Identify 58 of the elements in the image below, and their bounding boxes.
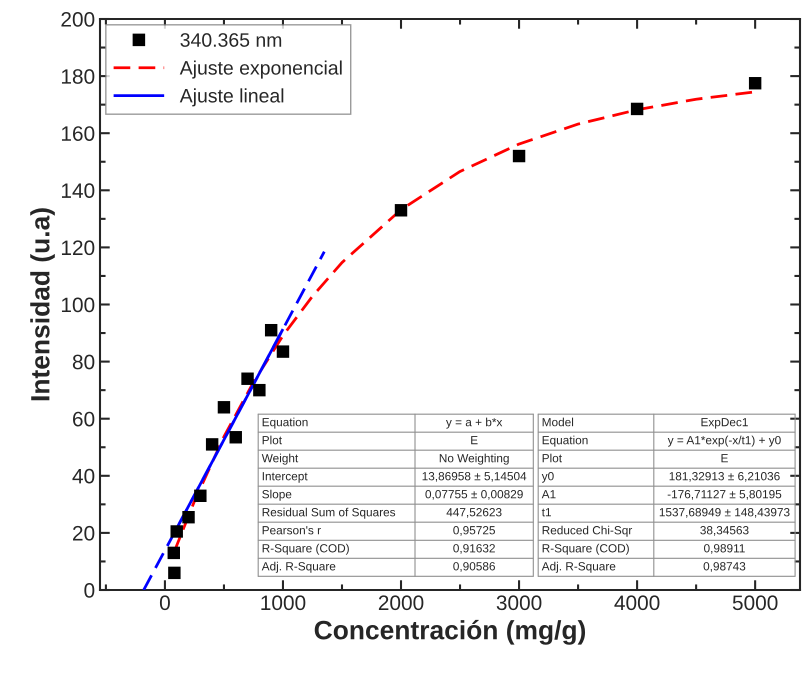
x-tick-label: 4000	[614, 595, 660, 610]
annotation: Plot	[542, 454, 562, 462]
annotation: 0,91632	[453, 544, 495, 554]
annotation: 0,07755 ± 0,00829	[425, 490, 523, 500]
annotation: Intercept	[262, 472, 308, 483]
annotation: Residual Sum of Squares	[262, 508, 396, 519]
annotation: 13,86958 ± 5,14504	[422, 472, 526, 482]
annotation: -176,71127 ± 5,80195	[668, 490, 782, 500]
x-tick-label: 2000	[378, 595, 424, 610]
annotation: E	[471, 436, 478, 444]
y-tick-label: 60	[73, 412, 94, 426]
annotation: 38,34563	[700, 526, 749, 536]
annotation: Slope	[262, 490, 292, 501]
y-tick-label: 140	[62, 183, 94, 198]
annotation: y = A1*exp(-x/t1) + y0	[668, 436, 781, 447]
annotation: 181,32913 ± 6,21036	[670, 472, 780, 482]
legend-label: Ajuste lineal	[180, 88, 284, 106]
annotation: y = a + b*x	[446, 418, 502, 429]
annotation: R-Square (COD)	[262, 544, 349, 555]
annotation: R-Square (COD)	[542, 544, 629, 555]
annotation: 0,90586	[453, 562, 495, 572]
annotation: Adj. R-Square	[542, 562, 616, 573]
annotation: Equation	[262, 418, 308, 429]
y-tick-label: 180	[62, 69, 94, 84]
annotation: 0,95725	[453, 526, 495, 536]
y-tick-label: 80	[72, 354, 94, 370]
annotation: Adj. R-Square	[262, 562, 336, 573]
y-tick-label: 20	[73, 526, 94, 541]
annotation: 1537,68949 ± 148,43973	[660, 508, 790, 518]
x-axis-title: Concentración (mg/g)	[314, 620, 586, 645]
legend-label: Ajuste exponencial	[180, 60, 342, 79]
x-tick-label: 0	[160, 595, 170, 610]
y-tick-label: 0	[84, 583, 94, 598]
y-tick-label: 160	[62, 126, 94, 141]
annotation: t1	[542, 508, 551, 516]
annotation: Weight	[262, 454, 298, 465]
legend-label: 340.365 nm	[180, 33, 282, 47]
annotation: Plot	[262, 436, 282, 444]
annotation: No Weighting	[440, 454, 509, 465]
x-tick-label: 3000	[496, 595, 542, 610]
annotation: Equation	[542, 436, 588, 447]
y-axis-title: Intensidad (u.a)	[30, 208, 55, 400]
y-tick-label: 120	[62, 240, 94, 256]
annotation: 447,52623	[446, 508, 502, 518]
annotation: 0,98743	[704, 562, 746, 572]
annotation: E	[721, 454, 728, 462]
x-tick-label: 1000	[261, 595, 306, 610]
annotation: A1	[542, 490, 556, 498]
y-tick-label: 40	[72, 468, 94, 484]
annotation: Reduced Chi-Sqr	[542, 526, 632, 537]
annotation: 0,98911	[704, 544, 745, 554]
annotation: Pearson's r	[262, 526, 321, 534]
y-tick-label: 100	[62, 298, 94, 312]
annotation: y0	[542, 472, 554, 483]
annotation: Model	[542, 418, 574, 426]
annotation: ExpDec1	[701, 418, 748, 429]
y-tick-label: 200	[61, 12, 94, 27]
x-tick-label: 5000	[732, 595, 778, 610]
